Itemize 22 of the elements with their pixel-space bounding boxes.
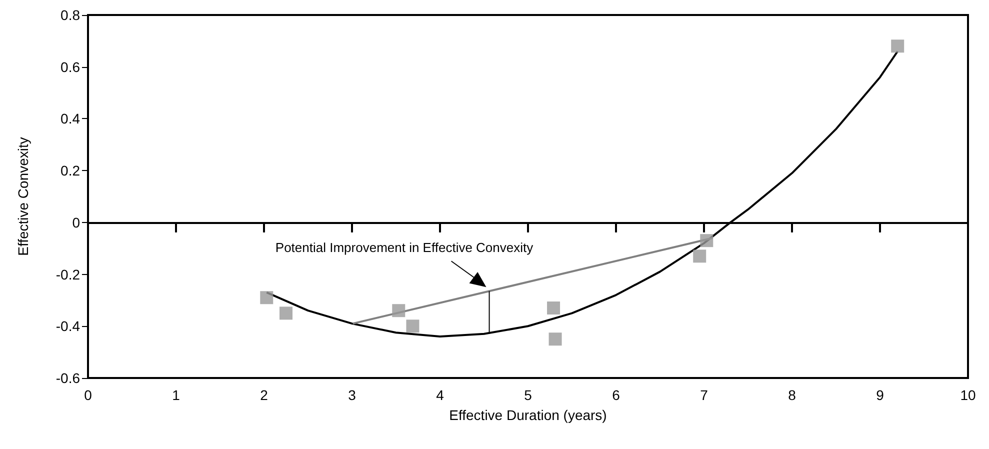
x-tick-label: 1 bbox=[172, 387, 180, 403]
x-tick-label: 7 bbox=[700, 387, 708, 403]
x-tick-label: 0 bbox=[84, 387, 92, 403]
x-axis-title: Effective Duration (years) bbox=[449, 407, 607, 423]
y-tick-label: -0.2 bbox=[56, 266, 80, 282]
y-tick-label: -0.4 bbox=[56, 318, 80, 334]
y-tick-label: 0 bbox=[72, 214, 80, 230]
y-tick-label: 0.4 bbox=[60, 110, 80, 127]
y-tick-label: 0.2 bbox=[60, 162, 80, 179]
x-tick-label: 6 bbox=[612, 387, 620, 403]
x-tick-label: 9 bbox=[876, 387, 884, 403]
x-tick-label: 5 bbox=[524, 387, 532, 403]
x-tick-label: 10 bbox=[960, 387, 976, 403]
annotation: Potential Improvement in Effective Convexity bbox=[275, 240, 534, 256]
x-tick-label: 2 bbox=[260, 387, 268, 403]
y-axis-title: Effective Convexity bbox=[15, 137, 31, 256]
x-tick-label: 4 bbox=[436, 387, 444, 403]
x-tick-label: 8 bbox=[788, 387, 796, 403]
y-tick-label: 0.8 bbox=[60, 7, 80, 23]
y-tick-label: -0.6 bbox=[56, 370, 80, 386]
x-tick-label: 3 bbox=[348, 387, 356, 403]
y-tick-label: 0.6 bbox=[60, 58, 80, 75]
